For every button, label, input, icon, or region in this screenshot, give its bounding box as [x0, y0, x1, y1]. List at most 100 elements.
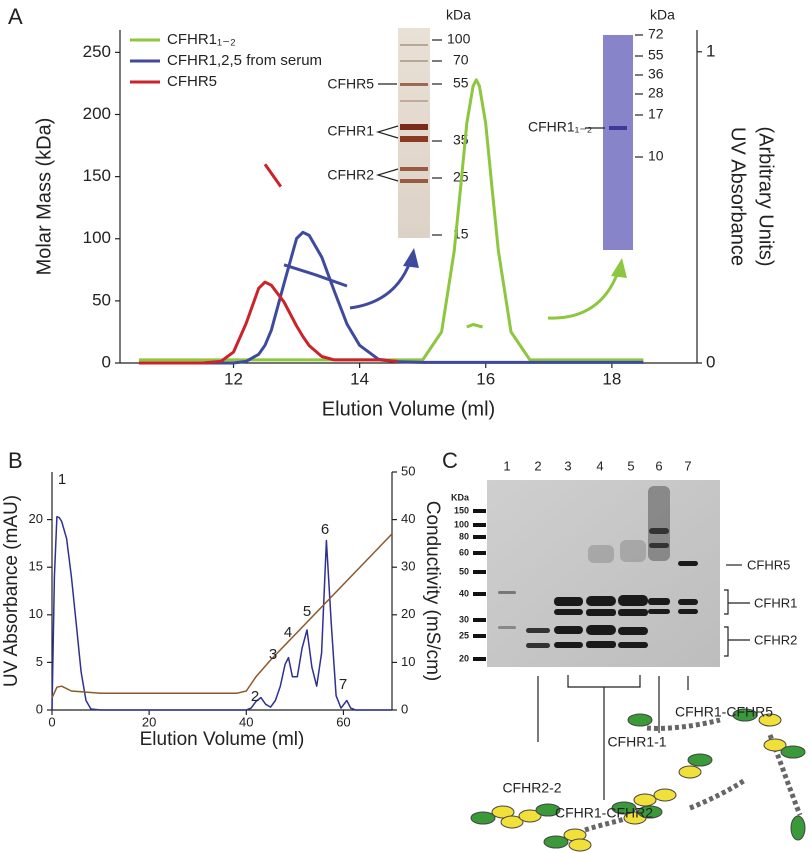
y-axis-label: UV Absorbance (mAU) [1, 495, 22, 687]
y2-axis-label: (Arbitrary Units) [755, 126, 777, 266]
legend-label: CFHR1,2,5 from serum [167, 52, 322, 69]
blot-marker: 20 [459, 653, 469, 663]
y-tick-label: 0 [102, 352, 111, 371]
blot [487, 480, 720, 667]
construct-cartoons [470, 708, 806, 852]
panel-label: A [8, 4, 23, 29]
lane-label: 1 [503, 458, 510, 473]
y2-tick-label: 10 [401, 654, 415, 669]
peak-label: 1 [58, 471, 66, 488]
construct-label: CFHR1-CFHR2 [555, 805, 653, 821]
band [400, 60, 428, 62]
y-axis-label: Molar Mass (kDa) [33, 118, 55, 276]
x-tick-label: 12 [224, 369, 243, 388]
western-blot: KDa 150 100 80 60 50 40 30 25 20 1 2 3 4… [451, 458, 797, 800]
blot-unit: KDa [451, 492, 470, 502]
y2-tick-label: 1 [706, 41, 715, 60]
y2-tick-label: 40 [401, 511, 415, 526]
blot-marker: 150 [454, 505, 469, 515]
peak-label: 2 [251, 688, 259, 705]
y-tick-label: 10 [29, 606, 43, 621]
x-tick-label: 60 [336, 714, 350, 729]
lane-label: 2 [534, 458, 541, 473]
gel-unit: kDa [446, 7, 471, 23]
blot-marker: 50 [459, 566, 469, 576]
construct-label: CFHR2-2 [502, 780, 561, 796]
lane-label: 5 [627, 458, 634, 473]
gel-band-label: CFHR1 [327, 123, 374, 139]
y-tick-label: 150 [83, 166, 111, 185]
x-axis-label: Elution Volume (ml) [140, 729, 305, 750]
gel-inset: kDa 72 55 36 28 17 10 CFHR1₁₋₂ [528, 7, 675, 250]
lane-label: 7 [684, 458, 691, 473]
x-tick-label: 16 [476, 369, 495, 388]
gel-marker: 17 [648, 106, 664, 122]
y-tick-label: 0 [36, 701, 43, 716]
legend-label: CFHR1₁₋₂ [167, 31, 236, 48]
y2-tick-label: 50 [401, 463, 415, 478]
blot-marker: 30 [459, 614, 469, 624]
peak-label: 7 [339, 676, 347, 693]
gel-unit: kDa [650, 7, 675, 23]
band [400, 179, 428, 183]
x-tick-label: 40 [239, 714, 253, 729]
x-tick-label: 0 [48, 714, 55, 729]
gel-marker: 70 [453, 52, 469, 68]
peak-label: 4 [284, 624, 292, 641]
band [400, 136, 428, 142]
data-line [466, 323, 483, 329]
peak-label: 6 [321, 521, 329, 538]
gel-band-label: CFHR2 [327, 167, 374, 183]
y-tick-label: 5 [36, 654, 43, 669]
blot-marker: 25 [459, 630, 469, 640]
data-line [138, 230, 644, 365]
band [609, 126, 627, 130]
blot-band-label: CFHR1 [754, 595, 797, 610]
gel-inset: kDa 100 70 55 35 25 15 CFHR5 CFHR1 CFHR2 [327, 7, 471, 242]
construct-label: CFHR1-CFHR5 [675, 704, 773, 720]
legend-label: CFHR5 [167, 73, 217, 90]
gel-band-label: CFHR5 [327, 76, 374, 92]
gel-marker: 36 [648, 66, 664, 82]
blot-marker: 40 [459, 588, 469, 598]
lane-label: 3 [564, 458, 571, 473]
gel-marker: 10 [648, 148, 664, 164]
y-tick-label: 100 [83, 228, 111, 247]
blot-marker: 60 [459, 547, 469, 557]
gel [603, 35, 633, 250]
lane-label: 4 [596, 458, 603, 473]
y2-axis-label: Conductivity (mS/cm) [422, 501, 443, 682]
blot-band-label: CFHR2 [754, 632, 797, 647]
y2-tick-label: 0 [401, 701, 408, 716]
gel-marker: 55 [453, 75, 469, 91]
gel-marker: 55 [648, 47, 664, 63]
x-tick-label: 14 [350, 369, 369, 388]
peak-label: 3 [269, 646, 277, 663]
gel-marker: 28 [648, 85, 664, 101]
band [400, 44, 428, 46]
gel-band-label: CFHR1₁₋₂ [528, 119, 592, 135]
band [400, 100, 428, 102]
y-tick-label: 15 [29, 559, 43, 574]
lane-label: 6 [655, 458, 662, 473]
x-tick-label: 20 [142, 714, 156, 729]
gel-marker: 72 [648, 26, 664, 42]
data-line [51, 515, 392, 711]
y2-tick-label: 20 [401, 606, 415, 621]
band [400, 83, 428, 86]
x-axis-label: Elution Volume (ml) [322, 398, 495, 420]
gel-marker: 100 [447, 31, 471, 47]
band [400, 167, 428, 171]
y-tick-label: 250 [83, 42, 111, 61]
gel [398, 28, 430, 238]
y-tick-label: 200 [83, 104, 111, 123]
arrows [349, 248, 627, 320]
band [400, 124, 428, 130]
blot-marker: 100 [454, 519, 469, 529]
data-line [138, 280, 398, 365]
blot-marker: 80 [459, 531, 469, 541]
data-line [283, 263, 348, 288]
peak-label: 5 [303, 603, 311, 620]
construct-label: CFHR1-1 [607, 734, 666, 750]
